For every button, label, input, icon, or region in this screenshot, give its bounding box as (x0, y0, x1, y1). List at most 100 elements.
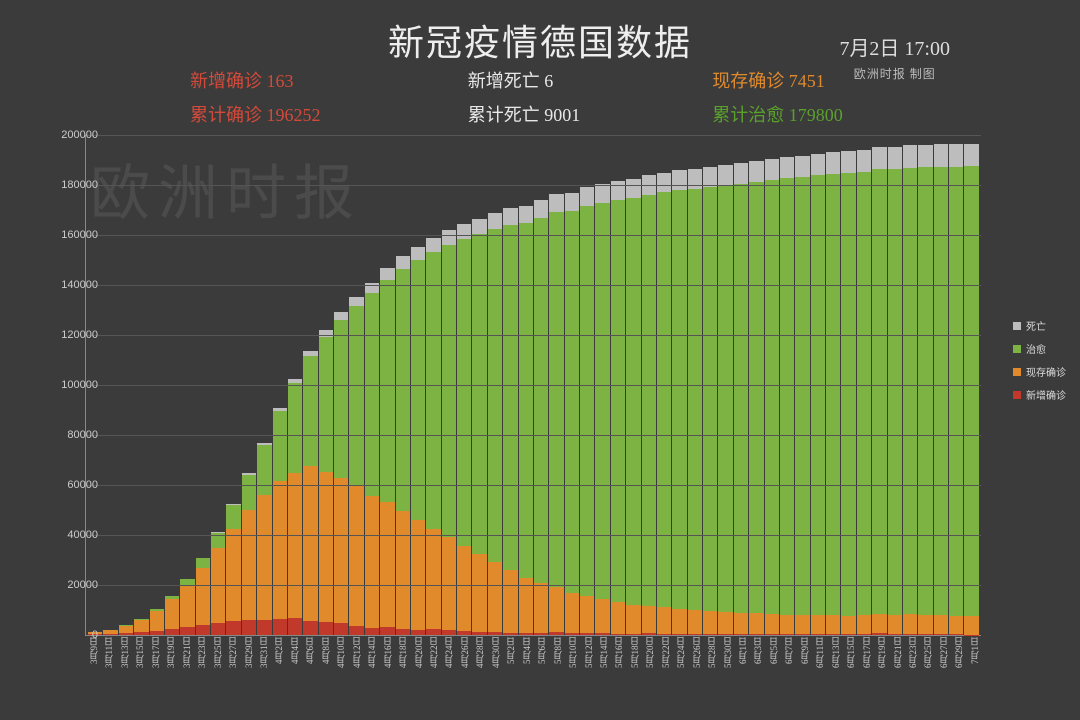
x-tick-label: 6月25日 (921, 637, 935, 697)
bar-segment-recovered (411, 260, 425, 520)
bar-segment-new (380, 627, 394, 635)
grid-line (86, 185, 981, 186)
bar-segment-new (657, 634, 671, 636)
bar-segment-recovered (196, 558, 210, 568)
bar-segment-active (380, 502, 394, 627)
bar-segment-active (749, 613, 763, 634)
bar-segment-active (888, 615, 902, 634)
x-tick-label: 4月6日 (303, 637, 317, 697)
x-tick-label: 4月2日 (272, 637, 286, 697)
legend-label: 死亡 (1026, 318, 1046, 333)
bar-column (150, 609, 164, 635)
x-tick-label: 4月28日 (473, 637, 487, 697)
bar-segment-active (826, 615, 840, 634)
x-tick-label: 4月22日 (427, 637, 441, 697)
bar-segment-active (918, 615, 932, 634)
x-tick-label: 4月26日 (458, 637, 472, 697)
bar-segment-active (519, 578, 533, 633)
bar-column (134, 619, 148, 635)
bar-segment-recovered (765, 180, 779, 614)
bar-segment-new (595, 633, 609, 635)
grid-line (86, 235, 981, 236)
stat-cell: 累计死亡 9001 (458, 98, 703, 132)
bar-column (196, 558, 210, 635)
x-tick-label: 6月27日 (937, 637, 951, 697)
bar-segment-active (396, 511, 410, 629)
bar-column (888, 147, 902, 635)
y-tick-label: 160000 (61, 229, 98, 241)
x-tick-label: 3月29日 (242, 637, 256, 697)
bar-segment-recovered (657, 192, 671, 607)
bar-column (580, 187, 594, 635)
bar-segment-active (703, 611, 717, 634)
page-title: 新冠疫情德国数据 (388, 14, 692, 66)
bar-segment-active (319, 472, 333, 622)
bar-segment-new (826, 634, 840, 635)
bar-column (672, 170, 686, 635)
bar-column (411, 247, 425, 635)
bar-column (657, 173, 671, 636)
bar-column (257, 443, 271, 635)
bar-segment-recovered (718, 186, 732, 612)
bar-segment-deaths (488, 213, 502, 229)
bar-column (303, 351, 317, 636)
bar-column (226, 504, 240, 635)
bar-column (549, 194, 563, 635)
legend-swatch (1013, 322, 1021, 330)
bar-segment-new (903, 634, 917, 636)
bar-column (857, 150, 871, 635)
bar-segment-active (595, 599, 609, 633)
bar-column (319, 330, 333, 635)
bar-segment-deaths (672, 170, 686, 190)
bar-segment-new (288, 618, 302, 635)
bar-segment-deaths (949, 144, 963, 166)
bar-segment-new (319, 622, 333, 635)
bar-segment-active (934, 615, 948, 634)
x-tick-label: 5月4日 (520, 637, 534, 697)
bar-segment-new (365, 628, 379, 635)
bar-column (211, 532, 225, 635)
x-tick-label: 4月12日 (350, 637, 364, 697)
bar-segment-deaths (457, 224, 471, 239)
y-tick-label: 180000 (61, 179, 98, 191)
x-tick-label: 6月7日 (782, 637, 796, 697)
legend-item: 治愈 (1013, 341, 1066, 356)
bar-column (503, 208, 517, 635)
bar-segment-active (242, 510, 256, 620)
bar-segment-active (534, 583, 548, 633)
x-tick-label: 3月11日 (102, 637, 116, 697)
bar-segment-new (642, 633, 656, 635)
bar-segment-new (396, 629, 410, 636)
x-tick-label: 6月3日 (751, 637, 765, 697)
bar-segment-active (196, 568, 210, 626)
bar-segment-deaths (826, 152, 840, 174)
x-tick-label: 5月8日 (551, 637, 565, 697)
bar-segment-recovered (365, 293, 379, 496)
bar-segment-new (703, 634, 717, 636)
bar-segment-new (888, 634, 902, 635)
bar-segment-active (488, 562, 502, 632)
bar-column (611, 181, 625, 635)
bar-segment-new (134, 632, 148, 635)
x-tick-label: 6月1日 (736, 637, 750, 697)
bar-segment-deaths (795, 156, 809, 177)
bar-segment-recovered (642, 195, 656, 606)
x-tick-label: 3月9日 (87, 637, 101, 697)
x-tick-label: 3月21日 (180, 637, 194, 697)
bar-segment-new (180, 627, 194, 635)
bar-column (934, 144, 948, 635)
bar-segment-recovered (257, 445, 271, 495)
bar-segment-deaths (888, 147, 902, 169)
bar-segment-deaths (334, 312, 348, 320)
bar-segment-deaths (718, 165, 732, 186)
bar-column (426, 238, 440, 635)
bar-segment-recovered (334, 320, 348, 478)
bar-segment-deaths (811, 154, 825, 176)
bar-column (180, 579, 194, 635)
bar-segment-deaths (857, 150, 871, 172)
bar-segment-recovered (672, 190, 686, 609)
bar-segment-new (442, 630, 456, 635)
grid-line (86, 385, 981, 386)
bar-column (472, 219, 486, 636)
y-tick-label: 0 (92, 629, 98, 641)
